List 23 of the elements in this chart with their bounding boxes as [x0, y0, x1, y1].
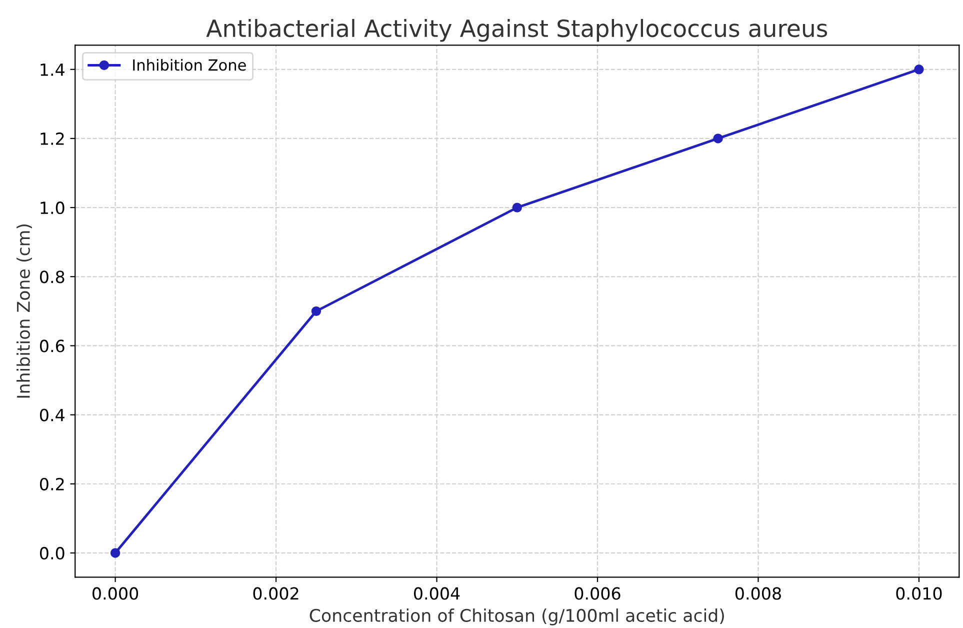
point: [713, 134, 723, 144]
y-tick-label: 0.4: [40, 408, 64, 422]
y-tick-label: 0.0: [40, 546, 64, 560]
point: [512, 202, 522, 212]
point: [110, 548, 120, 558]
x-tick-label: 0.006: [574, 587, 620, 600]
chart-title: Antibacterial Activity Against Staphylococcus aureus: [206, 18, 828, 42]
y-tick-label: 0.6: [40, 340, 64, 352]
x-tick-label: 0.008: [735, 587, 781, 600]
x-axis-title: Concentration of Chitosan (g/100ml acetic acid): [310, 608, 724, 626]
x-tick-label: 0.002: [253, 587, 298, 600]
y-tick-label: 1.2: [40, 132, 64, 145]
y-tick-label: 0.2: [40, 478, 64, 490]
y-tick-label: 1.0: [40, 202, 64, 214]
y-axis-title: Inhibition Zone (cm): [16, 224, 32, 398]
point: [311, 306, 322, 316]
point: [914, 64, 924, 74]
x-tick-label: 0.004: [414, 587, 460, 600]
y-tick-label: 1.4: [40, 64, 64, 76]
legend-label: Inhibition Zone: [133, 58, 246, 71]
y-tick-label: 0.8: [40, 270, 64, 284]
x-tick-label: 0.000: [92, 587, 138, 600]
x-tick-label: 0.010: [896, 587, 942, 600]
